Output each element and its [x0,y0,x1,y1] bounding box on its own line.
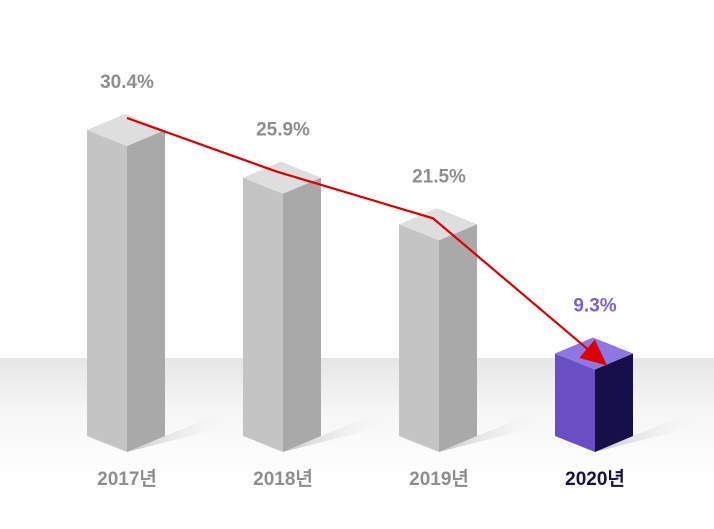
bar-side-face [439,224,477,452]
bar-shadow [127,412,237,452]
bars [87,114,633,452]
bar-front-face [399,224,439,452]
value-label: 25.9% [256,120,310,141]
category-label: 2018년 [253,468,313,490]
bar [87,114,165,452]
bar-side-face [595,353,633,452]
bar-front-face [555,353,595,452]
bar [399,208,477,452]
bar-shadow [595,412,705,452]
value-label: 21.5% [412,166,466,187]
bar-front-face [87,130,127,452]
category-label: 2019년 [409,468,469,490]
bar [243,161,321,452]
category-label: 2017년 [97,468,157,490]
labels: 30.4% 2017년 25.9% 2018년 21.5% 2019년 9.3% 2020년 [97,72,625,490]
bar-front-face [243,177,283,452]
trend-arrow [126,116,607,366]
value-label: 30.4% [100,72,154,93]
bar-top-face [87,114,165,146]
trend-arrowhead [579,339,607,366]
bar-side-face [283,177,321,452]
trend-line [126,116,598,358]
bar-shadow [439,412,549,452]
category-label: 2020년 [565,468,625,490]
bar-top-face [399,208,477,241]
bar-side-face [127,130,165,452]
bar-shadows [127,412,705,452]
bar-top-face [243,161,321,194]
value-label: 9.3% [573,295,616,316]
bar-shadow [283,412,393,452]
